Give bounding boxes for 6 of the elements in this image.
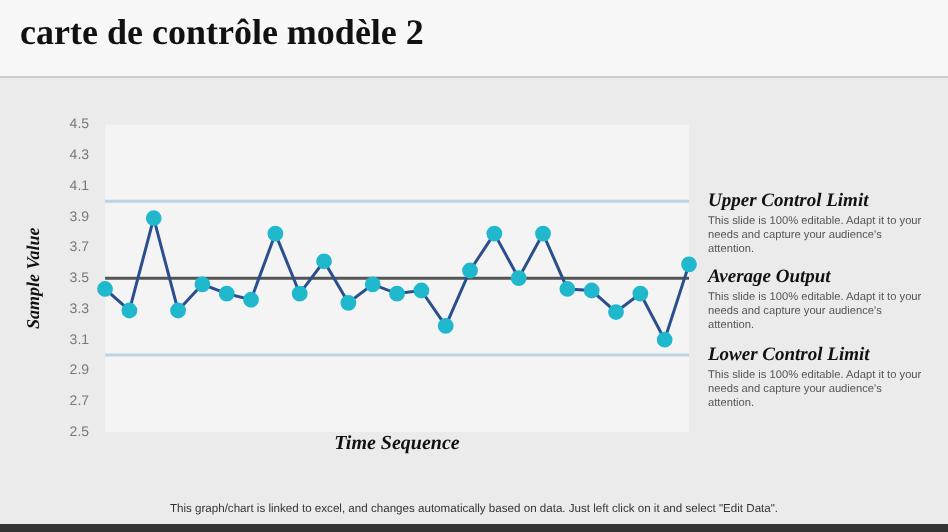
- ref-line-label: Lower Control Limit: [708, 343, 872, 368]
- ref-line-label: Upper Control Limit: [708, 189, 871, 214]
- ref-line-label: Average Output: [708, 266, 833, 291]
- x-axis-title: Time Sequence: [334, 433, 461, 456]
- y-axis-title: Sample Value: [23, 227, 44, 329]
- chart-title: carte de contrôle modèle 2: [20, 12, 424, 54]
